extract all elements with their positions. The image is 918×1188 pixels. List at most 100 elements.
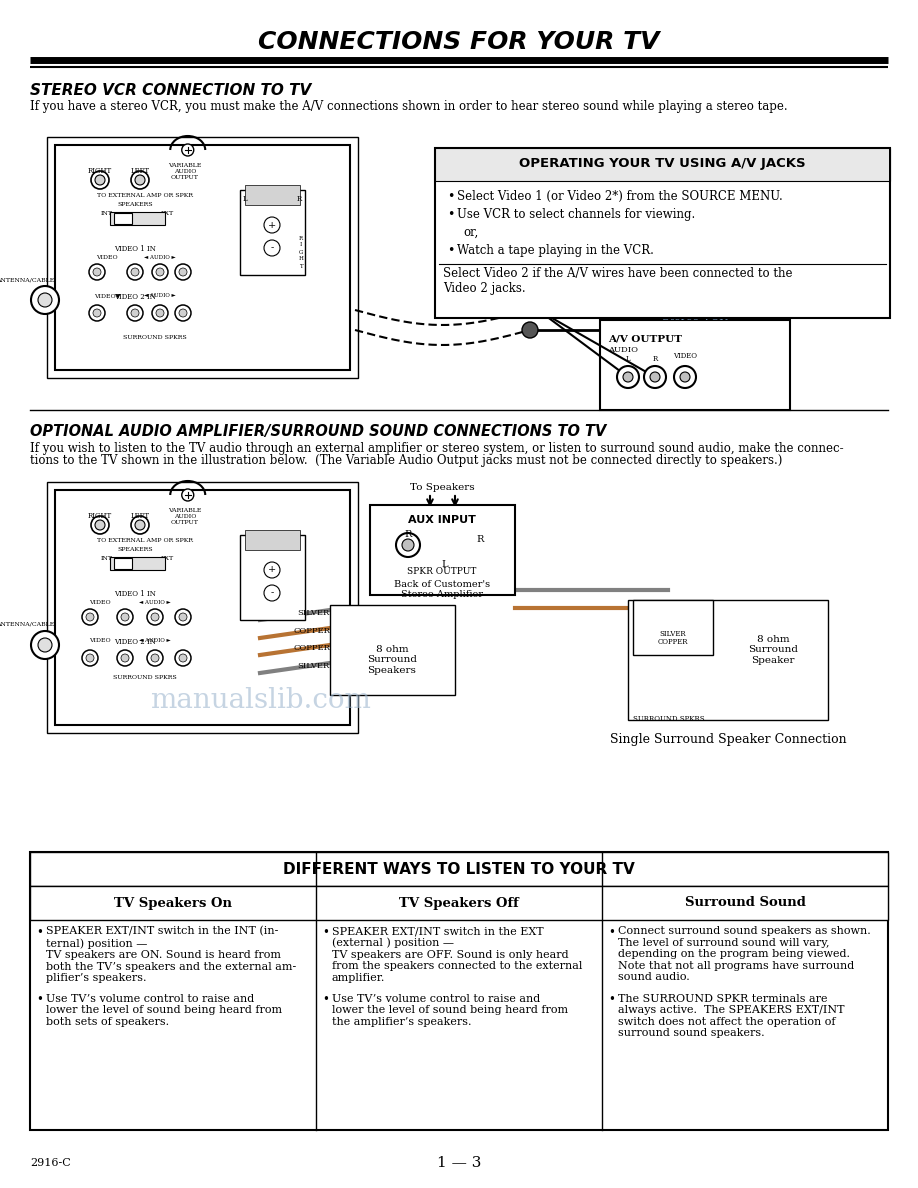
Text: Connect surround sound speakers as shown.
The level of surround sound will vary,: Connect surround sound speakers as shown… (618, 925, 871, 982)
Circle shape (264, 584, 280, 601)
Circle shape (179, 613, 187, 621)
Text: SPEAKER EXT/INT switch in the INT (in-
ternal) position —
TV speakers are ON. So: SPEAKER EXT/INT switch in the INT (in- t… (46, 925, 297, 984)
Text: SILVER: SILVER (297, 662, 330, 670)
Text: CONNECTIONS FOR YOUR TV: CONNECTIONS FOR YOUR TV (258, 30, 660, 53)
Text: Select Video 2 if the A/V wires have been connected to the
Video 2 jacks.: Select Video 2 if the A/V wires have bee… (443, 267, 792, 295)
Text: TV Speakers Off: TV Speakers Off (399, 897, 519, 910)
Bar (240, 190, 305, 274)
Bar (30, 852, 888, 886)
Text: VIDEO: VIDEO (96, 255, 118, 260)
Text: STEREO VCR CONNECTION TO TV: STEREO VCR CONNECTION TO TV (30, 83, 311, 97)
Circle shape (175, 264, 191, 280)
Circle shape (264, 562, 280, 579)
Text: Use VCR to select channels for viewing.: Use VCR to select channels for viewing. (457, 208, 695, 221)
Text: The SURROUND SPKR terminals are
always active.  The SPEAKERS EXT/INT
switch does: The SURROUND SPKR terminals are always a… (618, 993, 845, 1038)
Bar (114, 213, 132, 225)
Bar (55, 145, 350, 369)
Text: RIGHT: RIGHT (88, 168, 112, 175)
Text: COPPER: COPPER (658, 638, 688, 646)
Text: SILVER: SILVER (297, 609, 330, 617)
Text: •: • (36, 993, 43, 1006)
Text: If you wish to listen to the TV audio through an external amplifier or stereo sy: If you wish to listen to the TV audio th… (30, 442, 844, 455)
Text: TO EXTERNAL AMP OR SPKR: TO EXTERNAL AMP OR SPKR (97, 192, 193, 198)
Circle shape (182, 489, 194, 501)
Bar (633, 600, 713, 655)
Circle shape (131, 171, 149, 189)
Text: SURROUND SPKRS: SURROUND SPKRS (633, 715, 705, 723)
Circle shape (264, 240, 280, 255)
Circle shape (522, 322, 538, 339)
Text: •: • (322, 925, 329, 939)
Text: Use TV’s volume control to raise and
lower the level of sound being heard from
t: Use TV’s volume control to raise and low… (332, 993, 568, 1026)
Text: A/V OUTPUT: A/V OUTPUT (608, 334, 682, 343)
Text: Back of Customer's
Stereo Amplifier: Back of Customer's Stereo Amplifier (394, 580, 490, 600)
Bar (240, 535, 305, 620)
Text: +: + (268, 221, 276, 229)
Text: VARIABLE
AUDIO
OUTPUT: VARIABLE AUDIO OUTPUT (168, 163, 202, 179)
Text: H: H (298, 257, 304, 261)
Bar (47, 482, 358, 733)
Circle shape (522, 302, 538, 318)
Text: L: L (626, 355, 631, 364)
Text: SPEAKERS: SPEAKERS (118, 202, 152, 207)
Text: INT: INT (101, 211, 113, 216)
Text: EXT: EXT (161, 211, 174, 216)
Circle shape (131, 268, 139, 276)
Circle shape (131, 309, 139, 317)
Circle shape (152, 305, 168, 321)
Text: Watch a tape playing in the VCR.: Watch a tape playing in the VCR. (457, 244, 654, 257)
Text: R: R (297, 195, 302, 203)
Circle shape (91, 516, 109, 533)
Bar (245, 530, 300, 550)
Circle shape (680, 372, 690, 383)
Text: AUDIO: AUDIO (608, 346, 638, 354)
Circle shape (396, 533, 420, 557)
Circle shape (402, 539, 414, 551)
Circle shape (117, 609, 133, 625)
Bar (114, 558, 132, 569)
Text: VIDEO: VIDEO (673, 352, 697, 360)
Text: TO EXTERNAL AMP OR SPKR: TO EXTERNAL AMP OR SPKR (97, 538, 193, 543)
Circle shape (156, 309, 164, 317)
Circle shape (131, 516, 149, 533)
Circle shape (674, 366, 696, 388)
Text: ANTENNA/CABLE: ANTENNA/CABLE (0, 277, 54, 282)
Text: R: R (653, 355, 657, 364)
Circle shape (127, 264, 143, 280)
Circle shape (93, 268, 101, 276)
Bar (435, 148, 890, 181)
Circle shape (175, 609, 191, 625)
Text: •: • (447, 190, 454, 203)
Text: 1 — 3: 1 — 3 (437, 1156, 481, 1170)
Text: •: • (36, 925, 43, 939)
Bar (110, 557, 165, 570)
Circle shape (121, 655, 129, 662)
Text: Surround Sound: Surround Sound (685, 897, 805, 910)
Text: EXT: EXT (161, 556, 174, 561)
Circle shape (117, 650, 133, 666)
Circle shape (175, 650, 191, 666)
Circle shape (179, 309, 187, 317)
Text: VIDEO 2 IN: VIDEO 2 IN (114, 293, 156, 301)
Bar (330, 605, 455, 695)
Text: -: - (271, 588, 274, 598)
Circle shape (86, 613, 94, 621)
Text: ◄ AUDIO ►: ◄ AUDIO ► (144, 293, 176, 298)
Circle shape (95, 520, 105, 530)
Circle shape (31, 631, 59, 659)
Text: OPERATING YOUR TV USING A/V JACKS: OPERATING YOUR TV USING A/V JACKS (520, 158, 806, 171)
Circle shape (151, 613, 159, 621)
Text: ◄ AUDIO ►: ◄ AUDIO ► (140, 638, 171, 643)
Text: •: • (608, 925, 615, 939)
Circle shape (89, 264, 105, 280)
Bar (55, 489, 350, 725)
Circle shape (86, 655, 94, 662)
Text: COPPER: COPPER (293, 627, 330, 636)
Text: ANTENNA/CABLE: ANTENNA/CABLE (0, 623, 54, 627)
Text: TV Speakers On: TV Speakers On (114, 897, 232, 910)
Text: RIGHT: RIGHT (88, 512, 112, 520)
Bar (30, 852, 888, 1130)
Circle shape (644, 366, 666, 388)
Circle shape (152, 264, 168, 280)
Circle shape (179, 655, 187, 662)
